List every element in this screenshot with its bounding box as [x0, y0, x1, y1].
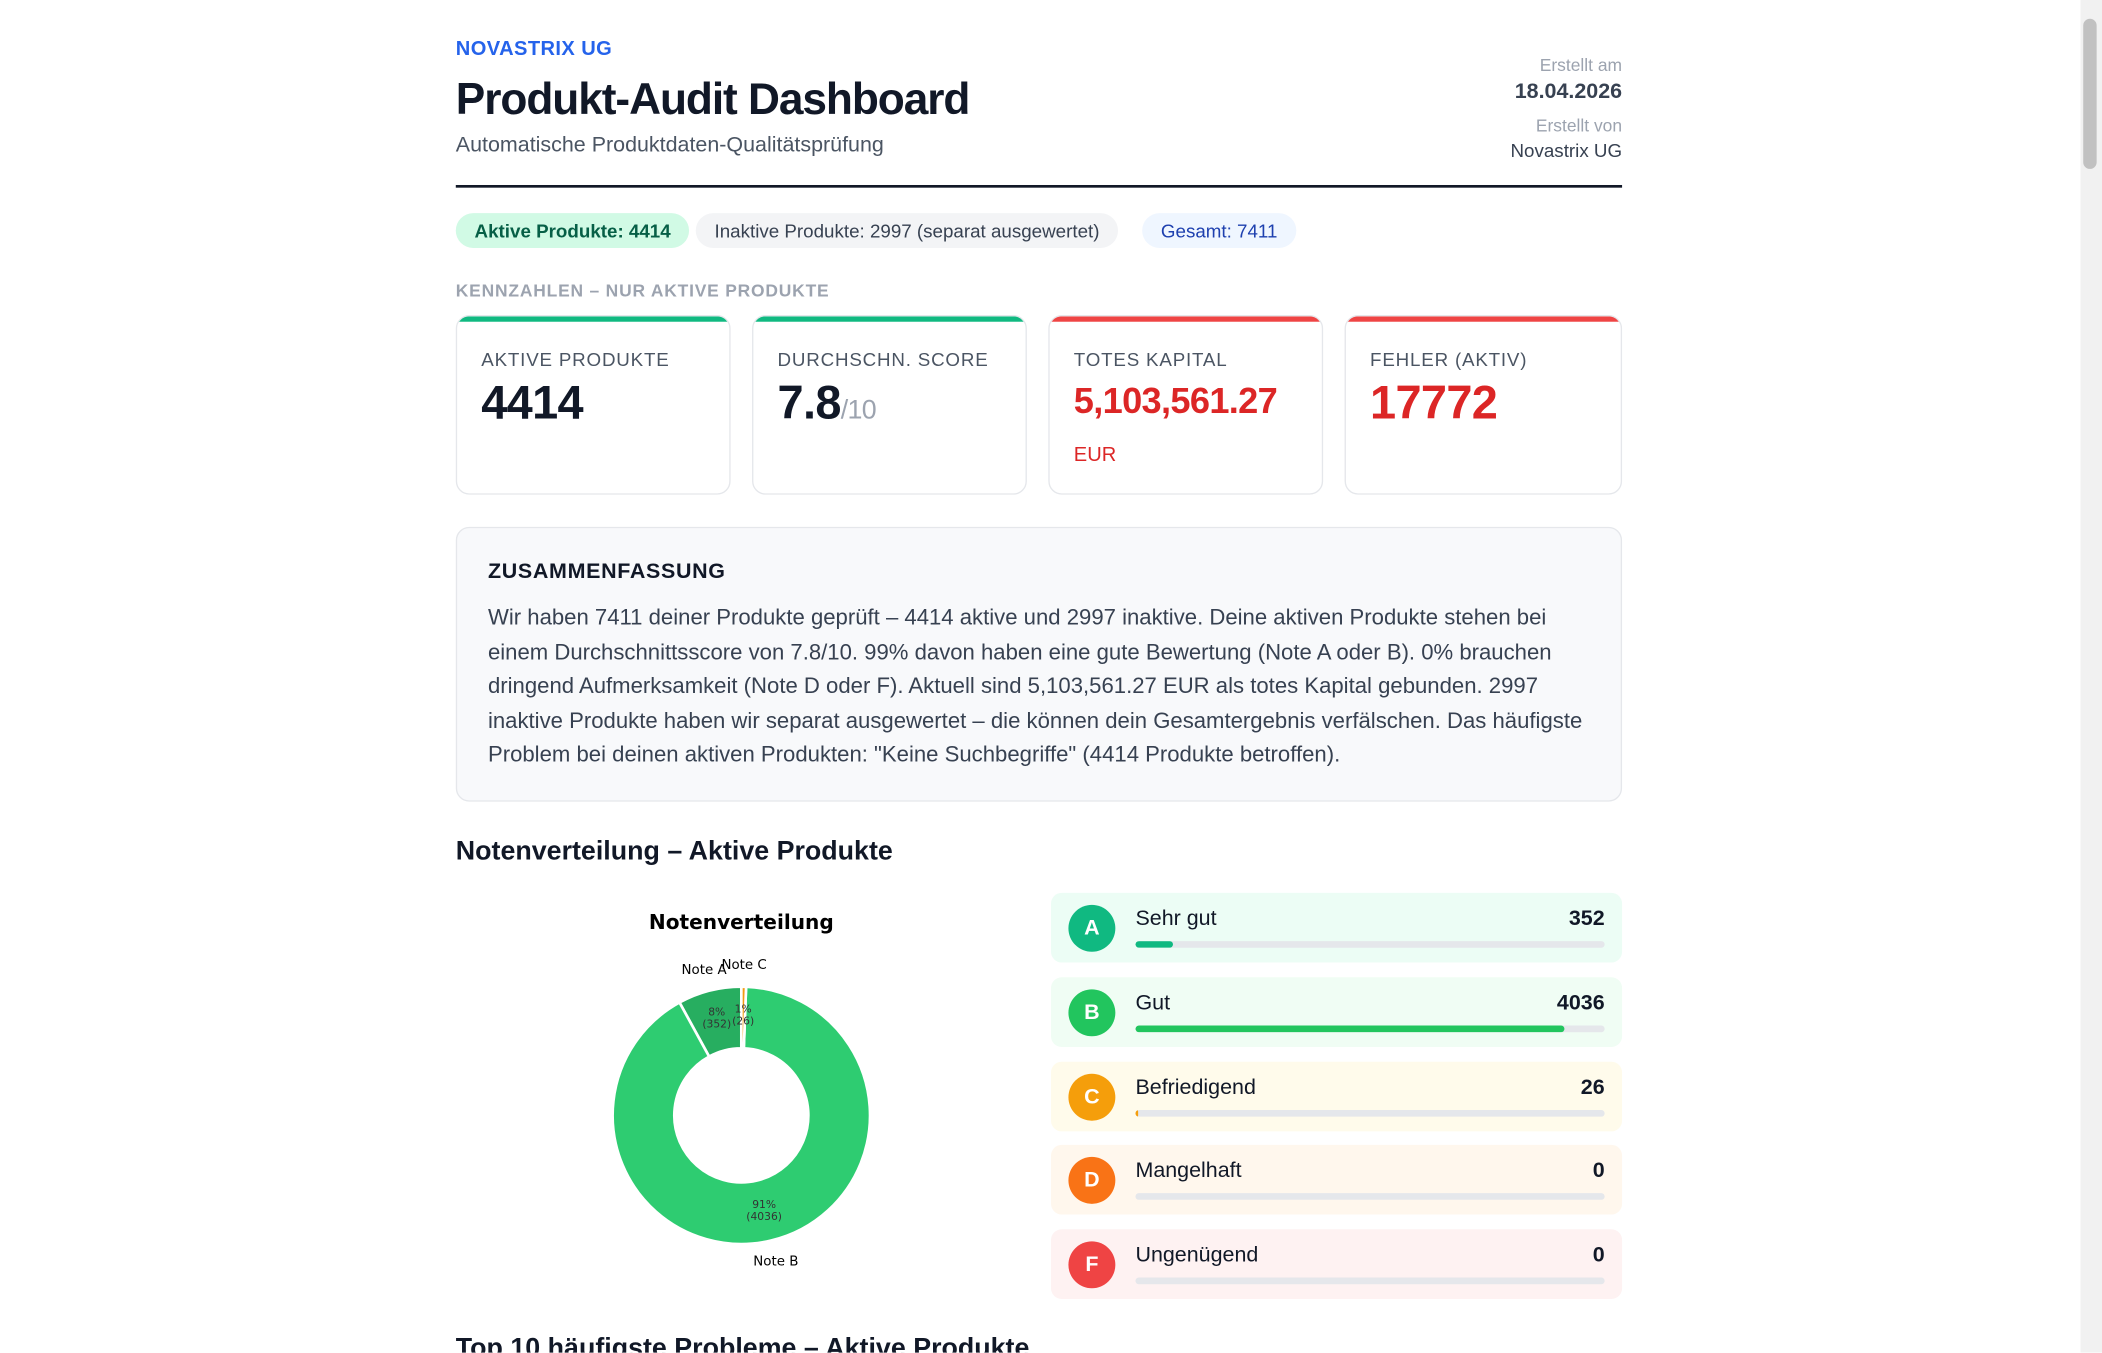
- kpi-value: 7.8: [777, 376, 842, 429]
- grade-track: [1135, 941, 1605, 948]
- section-heading: Notenverteilung – Aktive Produkte: [455, 836, 893, 867]
- kpi-value: 4414: [481, 376, 583, 429]
- scrollbar: [2080, 0, 2102, 1353]
- grade-bar: [1135, 1109, 1139, 1117]
- pill: Aktive Produkte: 4414: [455, 213, 690, 249]
- grade-row: C Befriedigend 26: [1050, 1061, 1623, 1131]
- slice-percent: 1%: [735, 1002, 752, 1015]
- grade-count: 0: [1592, 1244, 1605, 1268]
- section-label: KENNZAHLEN – NUR AKTIVE PRODUKTE: [455, 280, 830, 301]
- grade-badge: B: [1068, 989, 1116, 1036]
- kpi-label: FEHLER (AKTIV): [1370, 348, 1528, 370]
- slice-label: Note A: [682, 963, 728, 978]
- grade-count: 352: [1568, 907, 1605, 931]
- donut-chart: Notenverteilung Note A 8%(352) Note B 91%(4…: [611, 910, 872, 1269]
- slice-count: (4036): [746, 1210, 782, 1223]
- card-accent: [753, 316, 1026, 322]
- kpi-card: FEHLER (AKTIV) 17772: [1344, 315, 1623, 495]
- slice-label: Note C: [721, 958, 766, 973]
- kpi-value-wrap: 7.8/10: [777, 376, 877, 431]
- summary-heading: ZUSAMMENFASSUNG: [487, 560, 726, 584]
- grade-name: Sehr gut: [1135, 907, 1217, 931]
- pill: Inaktive Produkte: 2997 (separat ausgewe…: [695, 213, 1119, 249]
- subtitle: Automatische Produktdaten-Qualitätsprüfu…: [455, 134, 884, 157]
- kpi-label: TOTES KAPITAL: [1073, 348, 1228, 370]
- author: Novastrix UG: [1510, 139, 1623, 161]
- grade-badge: A: [1068, 904, 1116, 952]
- grade-badge: F: [1068, 1241, 1116, 1289]
- slice-percent: 8%: [708, 1006, 725, 1019]
- grade-track: [1135, 1193, 1605, 1201]
- kpi-suffix: /10: [840, 395, 877, 425]
- grade-track: [1135, 1277, 1605, 1285]
- kpi-label: AKTIVE PRODUKTE: [481, 348, 670, 370]
- created-label: Erstellt am: [1539, 54, 1623, 76]
- grade-name: Befriedigend: [1135, 1075, 1256, 1099]
- grade-track: [1135, 1025, 1605, 1032]
- kpi-card: DURCHSCHN. SCORE 7.8/10: [752, 315, 1027, 495]
- kpi-card: AKTIVE PRODUKTE 4414: [455, 315, 731, 495]
- donut-slice: [611, 985, 872, 1246]
- grade-bar: [1135, 941, 1173, 948]
- slice-count: (352): [702, 1018, 731, 1031]
- kpi-card: TOTES KAPITAL 5,103,561.27 EUR: [1048, 315, 1324, 495]
- grade-track: [1135, 1109, 1605, 1117]
- grade-name: Ungenügend: [1135, 1244, 1259, 1268]
- grade-count: 4036: [1556, 991, 1605, 1015]
- company: NOVASTRIX UG: [455, 37, 613, 61]
- slice-percent: 91%: [752, 1198, 776, 1211]
- grade-count: 26: [1580, 1075, 1605, 1099]
- card-accent: [457, 316, 730, 322]
- scrollbar-thumb[interactable]: [2083, 18, 2097, 169]
- divider: [455, 184, 1623, 188]
- pill: Gesamt: 7411: [1142, 213, 1297, 249]
- grade-count: 0: [1592, 1160, 1605, 1183]
- grade-row: F Ungenügend 0: [1050, 1229, 1623, 1300]
- slice-count: (26): [732, 1015, 754, 1028]
- summary-box: ZUSAMMENFASSUNG Wir haben 7411 deiner Pr…: [455, 526, 1623, 802]
- donut-slice: [739, 985, 748, 1050]
- grade-name: Gut: [1135, 991, 1171, 1015]
- grade-row: B Gut 4036: [1050, 976, 1623, 1047]
- grade-badge: D: [1068, 1157, 1116, 1205]
- kpi-value: 5,103,561.27: [1073, 380, 1278, 421]
- chart-title: Notenverteilung: [649, 910, 834, 934]
- card-accent: [1345, 316, 1621, 322]
- grade-name: Mangelhaft: [1135, 1160, 1242, 1183]
- grade-badge: C: [1068, 1073, 1116, 1121]
- kpi-value: 17772: [1370, 376, 1498, 429]
- kpi-unit: EUR: [1073, 443, 1117, 467]
- author-label: Erstellt von: [1535, 115, 1623, 136]
- created-date: 18.04.2026: [1514, 80, 1623, 104]
- slice-label: Note B: [753, 1254, 798, 1269]
- grade-row: A Sehr gut 352: [1050, 892, 1623, 963]
- summary-text: Wir haben 7411 deiner Produkte geprüft –…: [487, 605, 1583, 767]
- grade-bar: [1135, 1025, 1565, 1032]
- title: Produkt-Audit Dashboard: [455, 73, 971, 124]
- kpi-label: DURCHSCHN. SCORE: [777, 348, 989, 370]
- grade-row: D Mangelhaft 0: [1050, 1145, 1623, 1216]
- card-accent: [1049, 316, 1322, 322]
- section-heading: Top 10 häufigste Probleme – Aktive Produ…: [455, 1333, 1030, 1353]
